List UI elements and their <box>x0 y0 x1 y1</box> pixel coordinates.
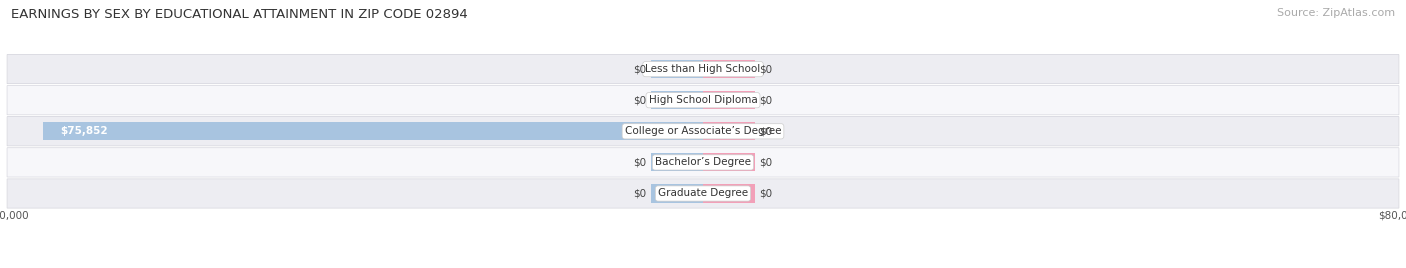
Text: $0: $0 <box>759 95 773 105</box>
Text: $0: $0 <box>633 95 647 105</box>
Bar <box>703 91 755 109</box>
Bar <box>7 85 1399 115</box>
Bar <box>651 91 703 109</box>
Text: Graduate Degree: Graduate Degree <box>658 188 748 199</box>
FancyBboxPatch shape <box>7 117 1399 146</box>
Text: $0: $0 <box>633 157 647 168</box>
Text: Source: ZipAtlas.com: Source: ZipAtlas.com <box>1277 8 1395 18</box>
Bar <box>703 153 755 172</box>
Text: Bachelor’s Degree: Bachelor’s Degree <box>655 157 751 168</box>
FancyBboxPatch shape <box>7 54 1399 84</box>
Bar <box>651 184 703 203</box>
Bar <box>7 116 1399 146</box>
Text: $0: $0 <box>633 188 647 199</box>
Text: Less than High School: Less than High School <box>645 64 761 74</box>
Bar <box>703 60 755 78</box>
Bar <box>7 178 1399 209</box>
Bar <box>7 147 1399 177</box>
Bar <box>703 122 755 140</box>
Text: $0: $0 <box>759 188 773 199</box>
Text: High School Diploma: High School Diploma <box>648 95 758 105</box>
FancyBboxPatch shape <box>7 85 1399 115</box>
Text: $0: $0 <box>759 126 773 136</box>
Bar <box>44 122 703 140</box>
Text: $0: $0 <box>759 64 773 74</box>
Bar <box>703 184 755 203</box>
Text: $75,852: $75,852 <box>60 126 108 136</box>
FancyBboxPatch shape <box>7 148 1399 177</box>
Text: $0: $0 <box>633 64 647 74</box>
Legend: Male, Female: Male, Female <box>645 265 761 268</box>
Bar <box>7 54 1399 84</box>
Bar <box>651 153 703 172</box>
FancyBboxPatch shape <box>7 179 1399 208</box>
Text: EARNINGS BY SEX BY EDUCATIONAL ATTAINMENT IN ZIP CODE 02894: EARNINGS BY SEX BY EDUCATIONAL ATTAINMEN… <box>11 8 468 21</box>
Text: $0: $0 <box>759 157 773 168</box>
Text: College or Associate’s Degree: College or Associate’s Degree <box>624 126 782 136</box>
Bar <box>651 60 703 78</box>
